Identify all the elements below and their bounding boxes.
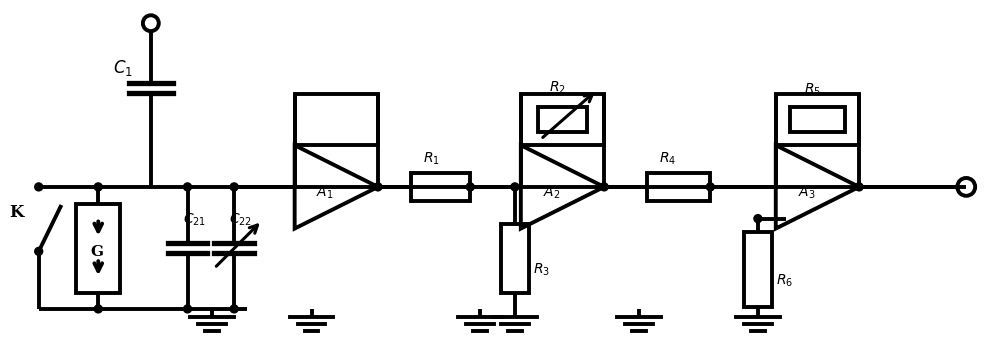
Circle shape bbox=[511, 183, 519, 191]
Circle shape bbox=[754, 215, 762, 223]
Circle shape bbox=[35, 247, 43, 255]
Text: $R_2$: $R_2$ bbox=[549, 80, 565, 96]
Circle shape bbox=[466, 183, 474, 191]
Text: $C_1$: $C_1$ bbox=[113, 58, 133, 78]
Circle shape bbox=[374, 183, 382, 191]
Text: $R_4$: $R_4$ bbox=[659, 151, 676, 168]
Circle shape bbox=[94, 305, 102, 313]
Bar bbox=[776, 94, 859, 145]
Bar bbox=[76, 204, 120, 293]
Text: K: K bbox=[9, 204, 23, 221]
Circle shape bbox=[184, 305, 191, 313]
Text: G: G bbox=[90, 245, 103, 259]
Circle shape bbox=[230, 305, 238, 313]
Bar bbox=[501, 223, 529, 293]
Text: $R_1$: $R_1$ bbox=[423, 151, 440, 168]
Text: $R_3$: $R_3$ bbox=[533, 261, 550, 278]
Circle shape bbox=[184, 183, 191, 191]
Text: $C_{21}$: $C_{21}$ bbox=[183, 212, 206, 228]
Circle shape bbox=[230, 183, 238, 191]
Text: $A_2$: $A_2$ bbox=[543, 185, 560, 201]
Circle shape bbox=[706, 183, 714, 191]
Circle shape bbox=[600, 183, 608, 191]
Circle shape bbox=[35, 183, 43, 191]
Circle shape bbox=[855, 183, 863, 191]
Bar bbox=[521, 94, 604, 145]
Bar bbox=[790, 107, 845, 132]
Bar bbox=[538, 107, 587, 132]
Text: $R_6$: $R_6$ bbox=[776, 272, 793, 288]
Text: $C_{22}$: $C_{22}$ bbox=[229, 212, 252, 228]
Bar bbox=[647, 173, 710, 201]
Bar bbox=[411, 173, 470, 201]
Text: $R_5$: $R_5$ bbox=[804, 82, 821, 98]
Bar bbox=[295, 94, 378, 145]
Text: $A_1$: $A_1$ bbox=[316, 185, 334, 201]
Bar bbox=[744, 231, 772, 307]
Text: $A_3$: $A_3$ bbox=[798, 185, 815, 201]
Circle shape bbox=[94, 183, 102, 191]
